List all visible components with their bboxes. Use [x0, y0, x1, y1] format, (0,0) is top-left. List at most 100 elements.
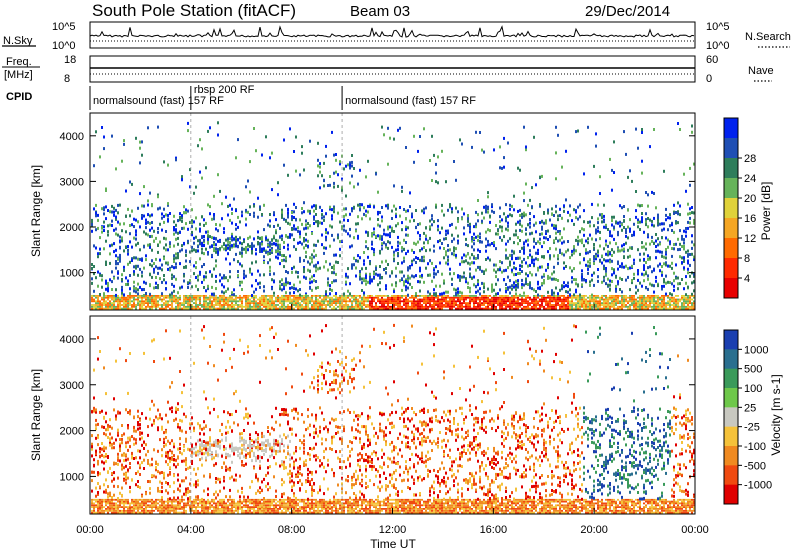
echo-cell [225, 238, 227, 242]
echo-cell [397, 295, 399, 297]
echo-cell [641, 171, 643, 175]
echo-cell [277, 298, 279, 301]
echo-cell [373, 248, 375, 252]
echo-cell [507, 141, 509, 145]
echo-cell [423, 305, 425, 308]
echo-cell [265, 307, 267, 310]
echo-cell [499, 305, 501, 308]
echo-cell [231, 296, 233, 299]
echo-cell [667, 264, 669, 268]
echo-cell [619, 302, 621, 304]
echo-cell [385, 300, 387, 303]
echo-cell [171, 302, 173, 304]
echo-cell [319, 170, 321, 174]
echo-cell [325, 298, 327, 301]
echo-cell [199, 295, 201, 297]
echo-cell [577, 298, 579, 301]
echo-cell [115, 266, 117, 270]
echo-cell [205, 289, 207, 293]
echo-cell [673, 296, 675, 299]
echo-cell [175, 295, 177, 297]
frequency-unit: [MHz] [4, 69, 33, 81]
echo-cell [131, 300, 133, 303]
echo-cell [693, 274, 695, 278]
echo-cell [553, 226, 555, 230]
echo-cell [157, 302, 159, 304]
echo-cell [529, 298, 531, 301]
echo-cell [679, 213, 681, 217]
echo-cell [245, 296, 247, 299]
echo-cell [457, 296, 459, 299]
echo-cell [237, 215, 239, 219]
echo-cell [569, 293, 571, 297]
echo-cell [673, 284, 675, 288]
echo-cell [119, 256, 121, 259]
echo-cell [313, 249, 315, 253]
echo-cell [407, 298, 409, 301]
echo-cell [471, 253, 473, 257]
echo-cell [659, 250, 661, 254]
echo-cell [165, 230, 167, 233]
echo-cell [197, 249, 199, 253]
echo-cell [141, 305, 143, 308]
echo-cell [179, 215, 181, 219]
echo-cell [275, 250, 277, 254]
echo-cell [187, 281, 189, 285]
echo-cell [195, 227, 197, 231]
echo-cell [273, 305, 275, 308]
echo-cell [225, 257, 227, 261]
echo-cell [413, 160, 415, 164]
echo-cell [99, 293, 101, 296]
echo-cell [381, 300, 383, 303]
echo-cell [519, 268, 521, 271]
echo-cell [601, 296, 603, 299]
echo-cell [339, 254, 341, 258]
echo-cell [115, 298, 117, 301]
echo-cell [321, 174, 323, 178]
echo-cell [275, 238, 277, 242]
echo-cell [471, 298, 473, 301]
echo-cell [161, 298, 163, 301]
echo-cell [123, 304, 125, 306]
echo-cell [535, 302, 537, 304]
echo-cell [537, 282, 539, 286]
echo-cell [607, 250, 609, 254]
echo-cell [487, 305, 489, 308]
echo-cell [351, 209, 353, 213]
echo-cell [601, 220, 603, 224]
echo-cell [123, 222, 125, 226]
echo-cell [621, 302, 623, 304]
echo-cell [177, 236, 179, 240]
echo-cell [537, 293, 539, 297]
echo-cell [691, 206, 693, 209]
echo-cell [371, 240, 373, 244]
echo-cell [595, 238, 597, 242]
echo-cell [179, 262, 181, 266]
echo-cell [505, 300, 507, 303]
echo-cell [307, 305, 309, 308]
echo-cell [595, 257, 597, 261]
echo-cell [345, 296, 347, 299]
echo-cell [475, 290, 477, 294]
echo-cell [95, 302, 97, 304]
echo-cell [281, 254, 283, 257]
echo-cell [139, 305, 141, 308]
echo-cell [561, 302, 563, 304]
echo-cell [661, 270, 663, 274]
echo-cell [429, 225, 431, 229]
echo-cell [211, 285, 213, 289]
echo-cell [389, 305, 391, 308]
echo-cell [451, 207, 453, 211]
echo-cell [359, 307, 361, 310]
echo-cell [637, 272, 639, 276]
echo-cell [113, 296, 115, 299]
echo-cell [187, 307, 189, 310]
echo-cell [673, 304, 675, 306]
echo-cell [153, 305, 155, 308]
echo-cell [623, 205, 625, 208]
echo-cell [307, 209, 309, 213]
echo-cell [551, 207, 553, 211]
echo-cell [571, 307, 573, 310]
echo-cell [421, 209, 423, 213]
echo-cell [523, 291, 525, 295]
